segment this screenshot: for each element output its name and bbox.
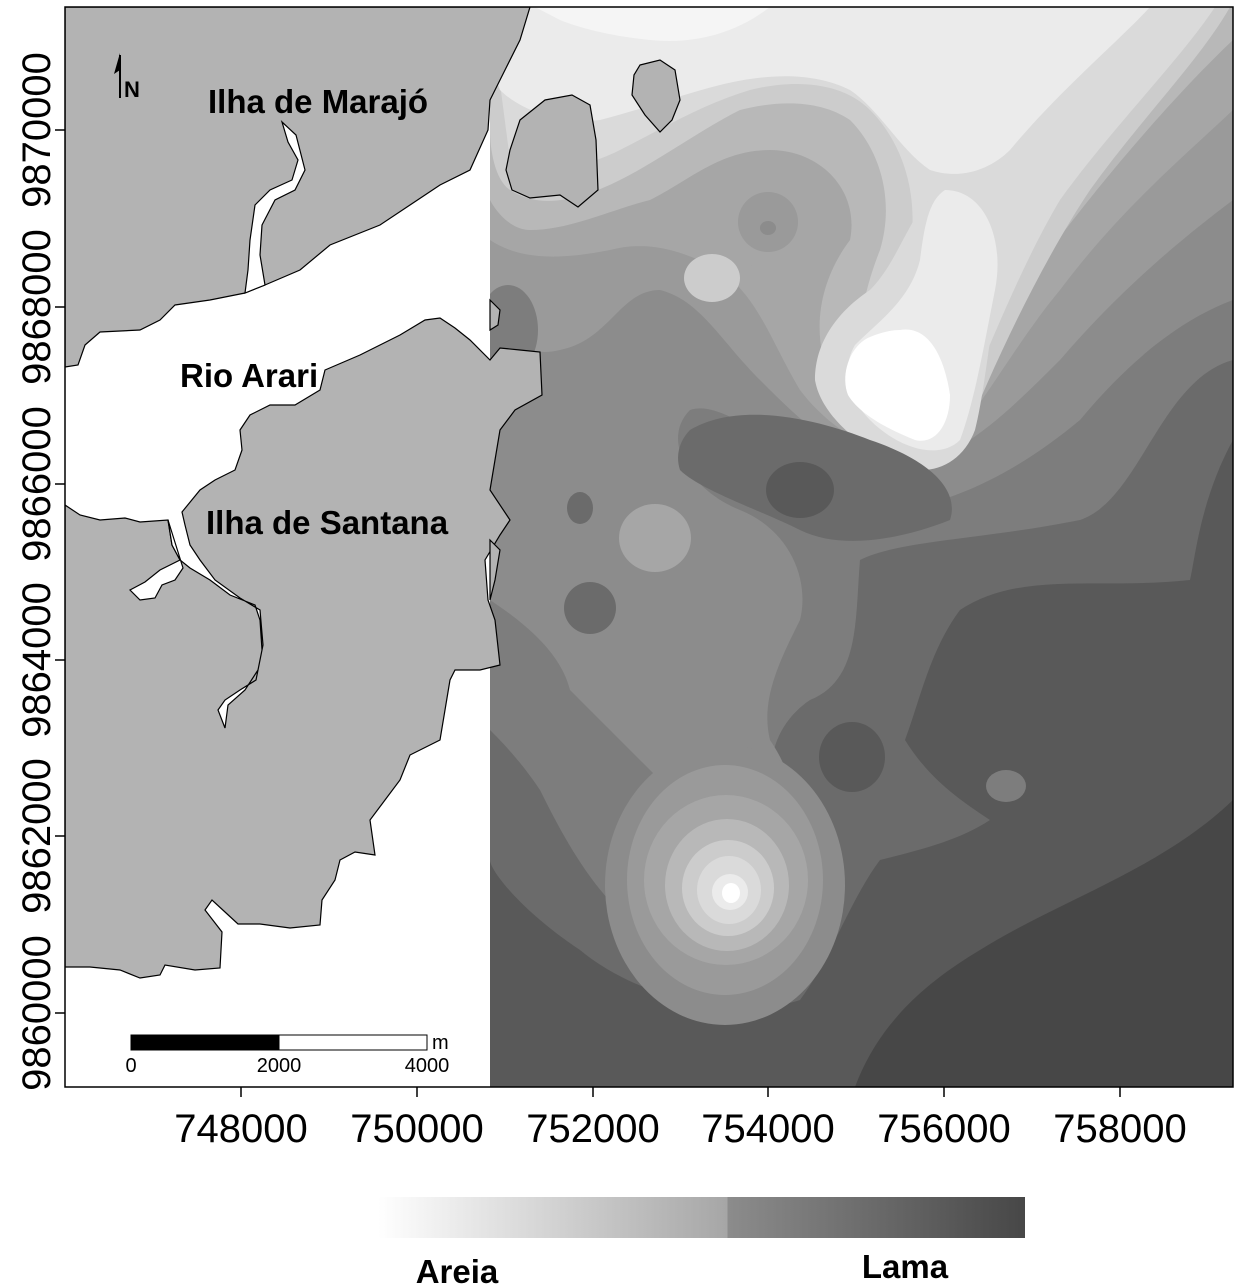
scale-tick-label: 4000 [405,1055,450,1077]
map-frame [64,6,1234,1088]
land-layer [65,7,681,979]
scale-bar: m 0 2000 4000 [125,1032,449,1077]
scale-tick-label: 0 [125,1055,136,1077]
legend-right-label: Lama [862,1248,949,1285]
north-label: N [124,77,140,102]
y-tick-label: 9862000 [15,758,59,914]
x-tick-label: 748000 [174,1107,307,1151]
x-tick-label: 758000 [1053,1107,1186,1151]
x-axis [240,1087,1121,1097]
channel-santana-west [129,519,184,601]
x-tick-label: 750000 [350,1107,483,1151]
sediment-field [490,7,1233,1087]
legend-gradient [378,1197,1025,1238]
field-pale-spot-3 [986,770,1026,802]
field-ring-3 [760,221,776,235]
field-zone-lightest-top [535,7,770,41]
land-right-edge [489,538,501,601]
field-sand-lobe-core [845,329,950,441]
field-dark-spot-3 [564,582,616,634]
land-ilha-marajo [65,7,531,368]
land-nw-sliver [489,298,501,332]
label-ilha-marajo: Ilha de Marajó [208,83,428,120]
island-small-top [631,59,681,133]
field-pale-spot [684,254,740,302]
bullseye-8 [722,883,740,903]
label-rio-arari: Rio Arari [180,357,318,394]
island-top-right [505,94,599,208]
scale-tick-label: 2000 [257,1055,302,1077]
y-tick-label: 9868000 [15,229,59,385]
label-ilha-santana: Ilha de Santana [206,504,449,541]
y-tick-label: 9860000 [15,935,59,1091]
x-tick-label: 756000 [877,1107,1010,1151]
field-zone-light4 [490,7,1150,174]
field-dark-spot-1 [766,462,834,518]
x-tick-label: 754000 [701,1107,834,1151]
land-marajo-channel-edge [244,120,306,294]
y-axis [55,129,65,1014]
field-pale-spot-2 [619,504,691,572]
field-dark-spot-2 [567,492,593,524]
y-tick-label: 9866000 [15,406,59,562]
scale-unit: m [432,1032,449,1054]
field-dark-spot-4 [819,722,885,792]
y-tick-label: 9864000 [15,582,59,738]
y-tick-label: 9870000 [15,52,59,208]
north-arrow: N [114,53,140,102]
land-ilha-santana [65,317,543,979]
x-tick-label: 752000 [526,1107,659,1151]
legend-left-label: Areia [416,1253,499,1287]
